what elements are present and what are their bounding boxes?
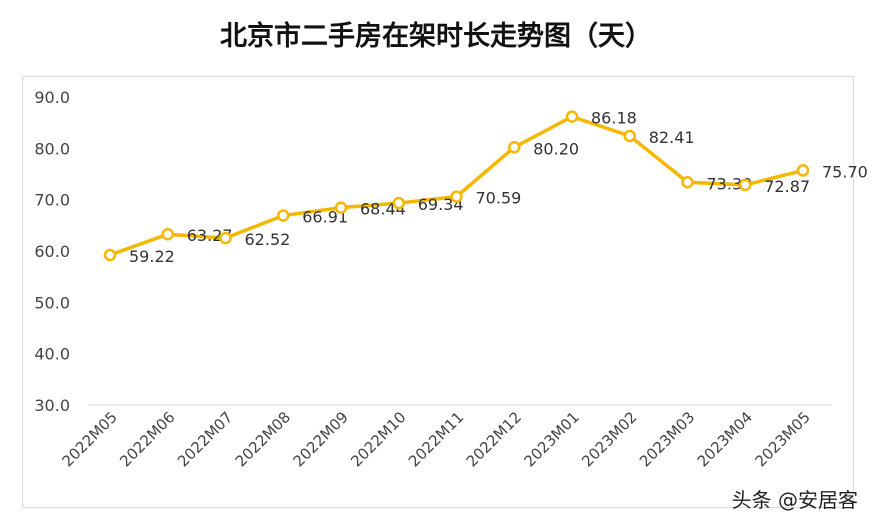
- data-point: [508, 141, 521, 154]
- x-tick-label: 2023M03: [636, 408, 698, 470]
- data-label: 70.59: [476, 189, 522, 208]
- x-tick-label: 2023M01: [520, 408, 582, 470]
- x-tick-label: 2023M04: [694, 408, 756, 470]
- watermark: 头条 @安居客: [731, 488, 858, 512]
- y-tick-label: 30.0: [34, 396, 70, 415]
- y-tick-label: 70.0: [34, 191, 70, 210]
- data-point: [739, 178, 752, 192]
- x-tick-label: 2023M05: [751, 408, 813, 470]
- data-label: 75.70: [822, 162, 868, 181]
- chart-title: 北京市二手房在架时长走势图（天）: [220, 21, 652, 52]
- data-point: [796, 164, 810, 177]
- data-label: 82.41: [649, 128, 695, 147]
- data-label: 66.91: [302, 208, 348, 227]
- data-label: 86.18: [591, 109, 637, 128]
- data-point: [161, 227, 174, 241]
- data-label: 59.22: [129, 247, 175, 266]
- data-label: 72.87: [764, 177, 810, 196]
- data-label: 80.20: [533, 139, 579, 158]
- data-point: [334, 201, 348, 214]
- y-tick-label: 90.0: [34, 88, 70, 107]
- x-tick-label: 2022M10: [347, 408, 409, 470]
- y-tick-label: 40.0: [34, 345, 70, 364]
- y-tick-label: 80.0: [34, 139, 70, 158]
- data-point: [103, 248, 117, 262]
- x-tick-label: 2023M02: [578, 408, 640, 470]
- chart-frame: [22, 76, 854, 508]
- data-point: [392, 196, 405, 210]
- data-label: 62.52: [245, 230, 291, 249]
- data-point: [565, 110, 579, 123]
- x-tick-label: 2022M09: [289, 408, 351, 470]
- data-point: [219, 231, 232, 245]
- y-tick-label: 50.0: [34, 293, 70, 312]
- x-tick-label: 2022M07: [174, 408, 236, 470]
- data-point: [450, 190, 463, 203]
- data-point: [277, 209, 290, 222]
- data-point: [623, 129, 636, 143]
- x-tick-label: 2022M06: [116, 408, 178, 470]
- x-tick-label: 2022M08: [232, 408, 294, 470]
- data-point: [681, 176, 694, 189]
- x-tick-label: 2022M11: [405, 408, 467, 470]
- x-tick-label: 2022M12: [463, 408, 525, 470]
- y-tick-label: 60.0: [34, 242, 70, 261]
- x-tick-label: 2022M05: [58, 408, 120, 470]
